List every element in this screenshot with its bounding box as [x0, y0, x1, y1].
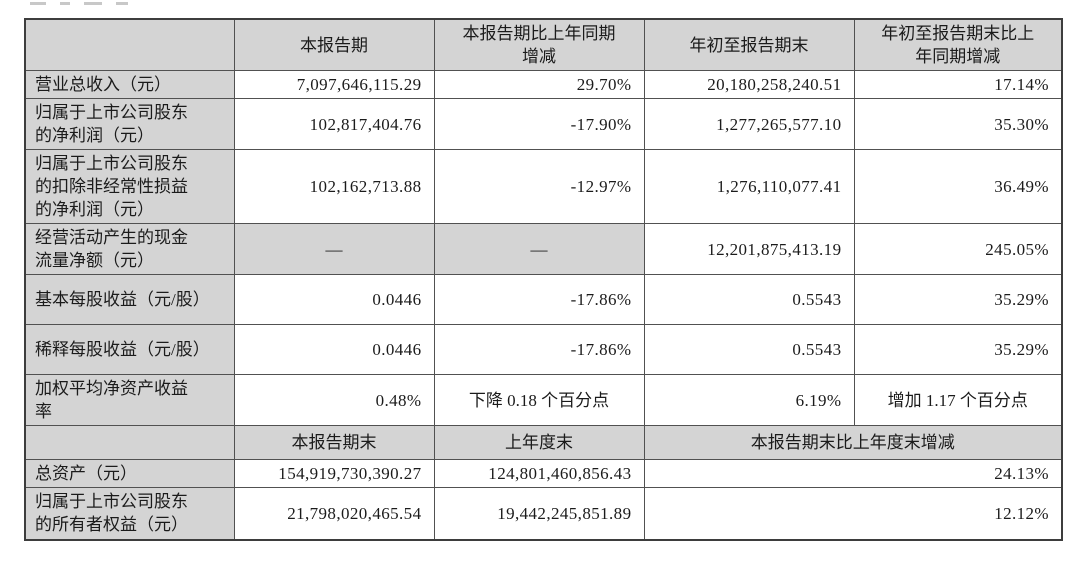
- metric-value-equity-prior-year-end: 19,442,245,851.89: [433, 487, 645, 540]
- col-header-prior-year-end: 上年度末: [433, 425, 645, 460]
- metric-value-total-assets-period-end: 154,919,730,390.27: [233, 459, 435, 488]
- metric-value-diluted-eps-current: 0.0446: [233, 324, 435, 375]
- metric-value-total-assets-prior-year-end: 124,801,460,856.43: [433, 459, 645, 488]
- metric-value-revenue-current-yoy: 29.70%: [433, 70, 645, 99]
- metric-value-net-profit-excl-current-yoy: -12.97%: [433, 149, 645, 224]
- metric-label-total-assets: 总资产（元）: [24, 459, 235, 488]
- table-row: 稀释每股收益（元/股） 0.0446 -17.86% 0.5543 35.29%: [24, 324, 1063, 375]
- metric-value-diluted-eps-ytd-yoy: 35.29%: [853, 324, 1063, 375]
- metric-value-total-assets-change: 24.13%: [643, 459, 1063, 488]
- metric-value-net-profit-excl-current: 102,162,713.88: [233, 149, 435, 224]
- metric-value-basic-eps-ytd-yoy: 35.29%: [853, 274, 1063, 325]
- metric-value-roe-ytd: 6.19%: [643, 374, 855, 426]
- metric-value-cash-flow-ytd: 12,201,875,413.19: [643, 223, 855, 275]
- metric-value-diluted-eps-current-yoy: -17.86%: [433, 324, 645, 375]
- metric-value-net-profit-current: 102,817,404.76: [233, 98, 435, 150]
- metric-value-net-profit-ytd-yoy: 35.30%: [853, 98, 1063, 150]
- metric-value-roe-current: 0.48%: [233, 374, 435, 426]
- col-header-blank: [24, 18, 235, 71]
- metric-value-revenue-ytd-yoy: 17.14%: [853, 70, 1063, 99]
- col-header-period-end: 本报告期末: [233, 425, 435, 460]
- col-header-ytd: 年初至报告期末: [643, 18, 855, 71]
- metric-label-net-profit: 归属于上市公司股东的净利润（元）: [24, 98, 235, 150]
- metric-value-revenue-current: 7,097,646,115.29: [233, 70, 435, 99]
- clipped-text-artifact: [30, 2, 142, 6]
- metric-value-net-profit-excl-ytd-yoy: 36.49%: [853, 149, 1063, 224]
- metric-label-basic-eps: 基本每股收益（元/股）: [24, 274, 235, 325]
- col-header-period-end-change: 本报告期末比上年度末增减: [643, 425, 1063, 460]
- metric-value-basic-eps-current: 0.0446: [233, 274, 435, 325]
- table-row: 营业总收入（元） 7,097,646,115.29 29.70% 20,180,…: [24, 70, 1063, 99]
- metric-label-diluted-eps: 稀释每股收益（元/股）: [24, 324, 235, 375]
- metric-value-net-profit-current-yoy: -17.90%: [433, 98, 645, 150]
- col-header-current-period: 本报告期: [233, 18, 435, 71]
- metric-value-revenue-ytd: 20,180,258,240.51: [643, 70, 855, 99]
- table-row: 基本每股收益（元/股） 0.0446 -17.86% 0.5543 35.29%: [24, 274, 1063, 325]
- table-row: 归属于上市公司股东的所有者权益（元） 21,798,020,465.54 19,…: [24, 487, 1063, 540]
- col-header-blank-2: [24, 425, 235, 460]
- metric-value-basic-eps-ytd: 0.5543: [643, 274, 855, 325]
- metric-label-revenue: 营业总收入（元）: [24, 70, 235, 99]
- metric-value-roe-ytd-yoy: 增加 1.17 个百分点: [853, 374, 1063, 426]
- table-row: 归属于上市公司股东的扣除非经常性损益的净利润（元） 102,162,713.88…: [24, 149, 1063, 224]
- metric-value-cash-flow-ytd-yoy: 245.05%: [853, 223, 1063, 275]
- metric-label-net-profit-excl-nonrecurring: 归属于上市公司股东的扣除非经常性损益的净利润（元）: [24, 149, 235, 224]
- table-row: 经营活动产生的现金流量净额（元） — — 12,201,875,413.19 2…: [24, 223, 1063, 275]
- table-header-row: 本报告期 本报告期比上年同期增减 年初至报告期末 年初至报告期末比上年同期增减: [24, 18, 1063, 71]
- metric-label-operating-cash-flow: 经营活动产生的现金流量净额（元）: [24, 223, 235, 275]
- metric-label-weighted-avg-roe: 加权平均净资产收益率: [24, 374, 235, 426]
- metric-value-equity-change: 12.12%: [643, 487, 1063, 540]
- col-header-ytd-yoy: 年初至报告期末比上年同期增减: [853, 18, 1063, 71]
- metric-value-roe-current-yoy: 下降 0.18 个百分点: [433, 374, 645, 426]
- metric-value-diluted-eps-ytd: 0.5543: [643, 324, 855, 375]
- col-header-current-period-yoy: 本报告期比上年同期增减: [433, 18, 645, 71]
- metric-value-net-profit-ytd: 1,277,265,577.10: [643, 98, 855, 150]
- table-row: 加权平均净资产收益率 0.48% 下降 0.18 个百分点 6.19% 增加 1…: [24, 374, 1063, 426]
- metric-value-equity-period-end: 21,798,020,465.54: [233, 487, 435, 540]
- table-row: 归属于上市公司股东的净利润（元） 102,817,404.76 -17.90% …: [24, 98, 1063, 150]
- metric-value-net-profit-excl-ytd: 1,276,110,077.41: [643, 149, 855, 224]
- table-header-row: 本报告期末 上年度末 本报告期末比上年度末增减: [24, 425, 1063, 460]
- metric-value-basic-eps-current-yoy: -17.86%: [433, 274, 645, 325]
- metric-value-cash-flow-current-yoy-dash: —: [433, 223, 645, 275]
- metric-label-equity: 归属于上市公司股东的所有者权益（元）: [24, 487, 235, 540]
- key-financials-table: 本报告期 本报告期比上年同期增减 年初至报告期末 年初至报告期末比上年同期增减 …: [24, 18, 1063, 541]
- table-row: 总资产（元） 154,919,730,390.27 124,801,460,85…: [24, 459, 1063, 488]
- metric-value-cash-flow-current-dash: —: [233, 223, 435, 275]
